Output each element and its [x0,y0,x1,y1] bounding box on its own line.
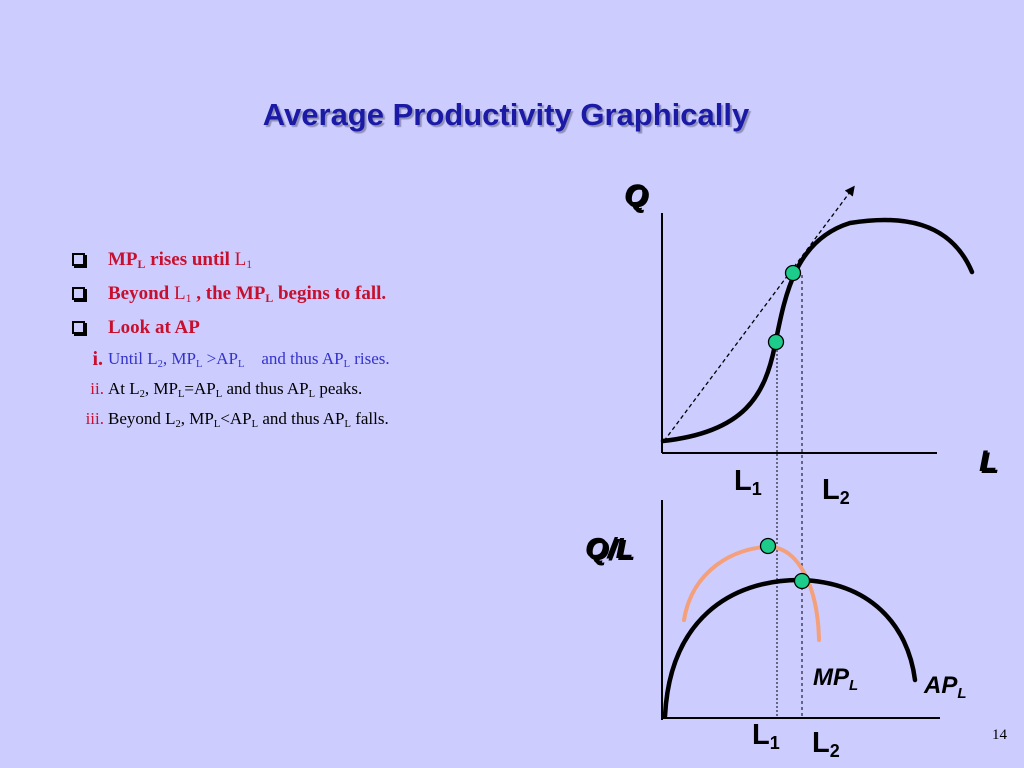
slide-title: Average Productivity Graphically [262,97,750,132]
subscript: 1 [246,258,253,271]
text-run: , MP [180,409,214,428]
subscript: L [265,292,274,305]
ray-from-origin [663,185,855,442]
top-l1-label: L1 [734,465,762,499]
ap-curve-label: APL [923,672,967,702]
checkbox-bullet-icon [72,253,85,266]
sub-item-i: i. Until L2, MPL >APL and thus APL rises… [70,348,470,370]
variable: L [234,249,247,270]
subscript: L [213,419,221,430]
checkbox-bullet-icon [72,321,85,334]
text-run: and thus AP [244,349,344,368]
bullet-text: begins to fall. [273,283,387,304]
top-y-axis-label: Q [624,179,647,212]
text-run: <AP [220,409,252,428]
subscript: 2 [139,389,145,400]
text-run: rises. [350,349,390,368]
subscript: L [137,258,146,271]
subscript: L [195,359,203,370]
sub-item-text: At L2, MPL=APL and thus APL peaks. [108,378,470,400]
subscript: 2 [157,359,163,370]
sub-item-number: iii. [85,409,104,428]
text-run: peaks. [315,379,363,398]
text-run: falls. [350,409,389,428]
bottom-l1-label: L1 [752,719,780,753]
bullet-mp-rises: MPL rises until L1 [70,246,470,273]
text-run: Beyond L [108,409,176,428]
bullet-text: MP [108,249,138,270]
text-run: , MP [162,349,196,368]
text-run: , MP [144,379,178,398]
bottom-y-axis-label: Q/L [587,535,635,567]
text-run: and thus AP [258,409,345,428]
sub-item-text: Until L2, MPL >APL and thus APL rises. [108,348,470,370]
average-product-curve [662,577,918,719]
inflection-point [767,333,785,351]
sub-item-iii: iii. Beyond L2, MPL<APL and thus APL fal… [70,408,470,430]
subscript: L [237,359,245,370]
subscript: L [344,419,351,430]
bullet-text: rises until [145,249,235,270]
bullet-look-at-ap: Look at AP [70,314,470,341]
mp-curve-label: MPL [813,664,858,694]
subscript: 1 [185,292,192,305]
subscript: L [308,389,316,400]
sub-item-text: Beyond L2, MPL<APL and thus APL falls. [108,408,470,430]
top-x-axis-label: L [979,445,997,478]
bullet-text: Look at AP [108,317,200,338]
tangency-point [784,264,802,282]
subscript: L [177,389,185,400]
top-y-axis-label: Q [626,181,649,214]
variable: L [174,283,186,304]
bottom-l2-label: L2 [812,727,840,761]
top-x-axis-label: L [981,447,999,480]
bullet-text: Beyond [108,283,174,304]
bottom-y-axis-label: Q/L [585,533,633,565]
bullet-beyond-l1: Beyond L1 , the MPL begins to fall. [70,280,470,307]
sub-item-ii: ii. At L2, MPL=APL and thus APL peaks. [70,378,470,400]
text-run: and thus AP [222,379,309,398]
sub-item-number: ii. [90,379,104,398]
text-run: >AP [202,349,238,368]
sub-item-number: i. [92,348,103,370]
top-l2-label: L2 [822,474,850,508]
subscript: 2 [175,419,181,430]
total-product-curve [660,217,975,444]
text-run: =AP [184,379,216,398]
bullet-text: , the MP [191,283,266,304]
checkbox-bullet-icon [72,287,85,300]
bullet-list: MPL rises until L1 Beyond L1 , the MPL b… [70,246,470,438]
ap-peak-point [793,572,811,590]
page-number: 14 [992,727,1007,743]
mp-peak-point [759,537,777,555]
subscript: L [343,359,351,370]
marginal-product-curve [682,544,821,642]
text-run: At L [108,379,140,398]
subscript: L [251,419,259,430]
subscript: L [215,389,223,400]
text-run: Until L [108,349,158,368]
